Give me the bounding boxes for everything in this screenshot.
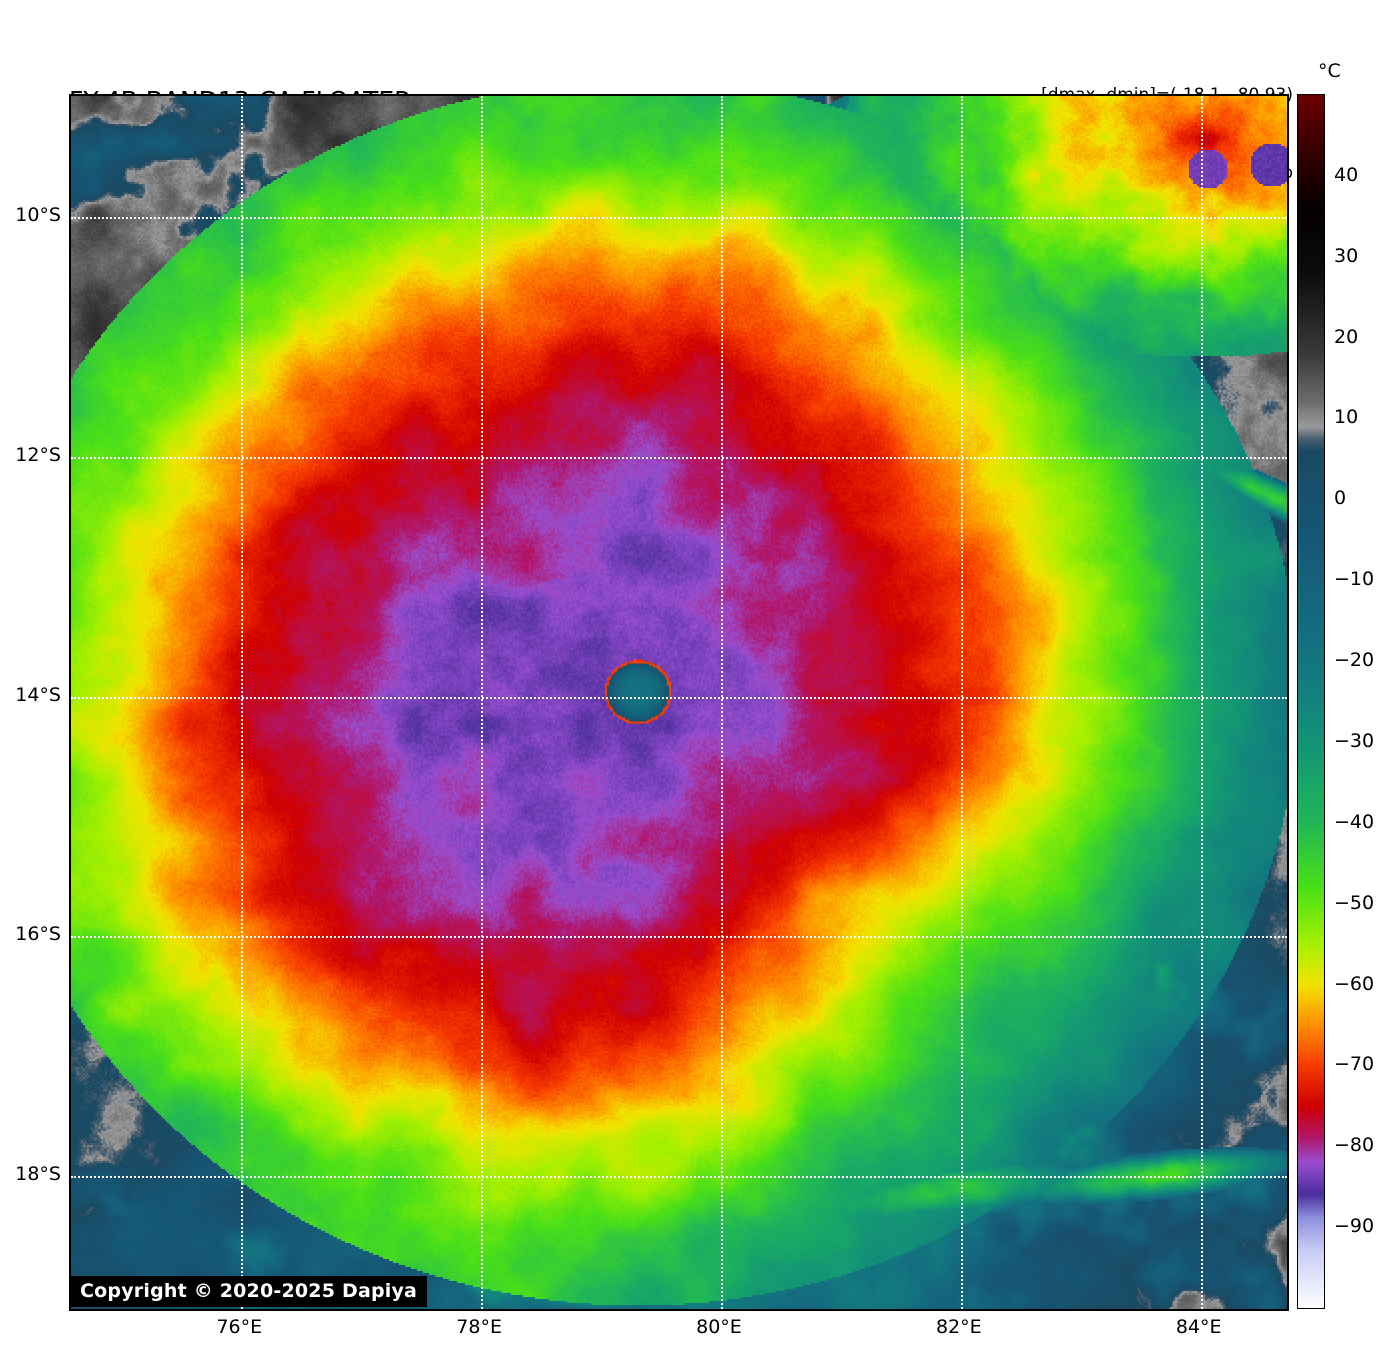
colorbar-tick-label: −30 (1334, 729, 1375, 752)
colorbar-tick-label: 30 (1334, 244, 1359, 267)
colorbar-gradient (1297, 94, 1325, 1309)
xtick-label: 82°E (935, 1316, 982, 1338)
ytick-label: 12°S (15, 443, 61, 466)
ytick-label: 10°S (15, 204, 61, 227)
infrared-imagery-canvas (71, 96, 1287, 1309)
ytick-label: 14°S (15, 683, 61, 706)
colorbar-tick-label: −20 (1334, 649, 1375, 672)
colorbar-tick-label: −10 (1334, 568, 1375, 591)
colorbar-unit-label: °C (1318, 60, 1341, 82)
colorbar-tick-label: −70 (1334, 1053, 1375, 1076)
colorbar-tick-label: −60 (1334, 972, 1375, 995)
xtick-label: 78°E (456, 1316, 502, 1338)
xtick-label: 84°E (1175, 1316, 1222, 1338)
colorbar-tick-label: −50 (1334, 891, 1375, 914)
copyright-watermark: Copyright © 2020-2025 Dapiya (70, 1276, 428, 1307)
ytick-label: 16°S (15, 923, 61, 946)
colorbar-tick-label: −80 (1334, 1134, 1375, 1157)
colorbar-tick-label: 20 (1334, 325, 1359, 348)
colorbar-tick-label: 0 (1334, 487, 1347, 510)
xtick-label: 80°E (696, 1316, 742, 1338)
colorbar-tick-label: 40 (1334, 163, 1359, 186)
ytick-label: 18°S (15, 1162, 61, 1185)
colorbar-tick-label: −40 (1334, 810, 1375, 833)
xtick-label: 76°E (216, 1316, 263, 1338)
satellite-plot-area[interactable] (69, 94, 1289, 1311)
plot-inner (71, 96, 1287, 1309)
colorbar[interactable] (1297, 94, 1325, 1309)
colorbar-tick-label: 10 (1334, 406, 1359, 429)
colorbar-tick-label: −90 (1334, 1215, 1375, 1238)
